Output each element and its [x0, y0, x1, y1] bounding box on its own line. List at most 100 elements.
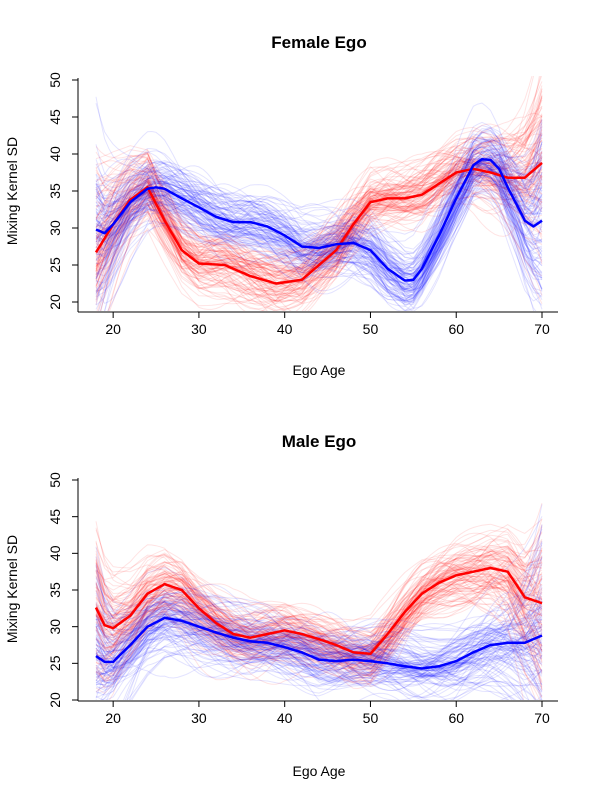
simulation-trace	[95, 148, 543, 280]
simulation-trace	[95, 559, 543, 659]
simulation-trace	[129, 648, 525, 700]
simulation-trace	[95, 525, 543, 670]
simulation-trace	[95, 575, 543, 685]
simulation-trace	[95, 162, 543, 300]
y-tick-label: 25	[47, 257, 63, 273]
simulation-trace	[95, 610, 543, 684]
simulation-trace	[95, 137, 543, 265]
simulation-trace	[95, 172, 543, 277]
simulation-trace	[95, 550, 543, 652]
simulation-trace	[95, 564, 543, 664]
simulation-trace	[95, 134, 543, 259]
simulation-trace	[95, 187, 543, 292]
simulation-trace	[95, 532, 543, 650]
simulation-trace	[95, 611, 543, 682]
mean-line	[94, 161, 543, 285]
simulation-trace	[95, 105, 543, 276]
simulation-trace	[95, 157, 543, 285]
simulation-trace	[95, 154, 543, 301]
simulation-trace	[95, 151, 543, 274]
simulation-trace	[95, 589, 543, 671]
simulation-trace	[95, 164, 543, 297]
simulation-trace	[95, 540, 543, 664]
simulation-trace	[95, 562, 543, 660]
simulation-trace	[95, 190, 543, 311]
mean-line	[95, 616, 543, 670]
mean-line	[95, 157, 543, 282]
simulation-trace	[95, 524, 543, 667]
simulation-trace	[95, 618, 543, 693]
simulation-trace	[95, 164, 543, 279]
simulation-trace	[95, 601, 543, 699]
simulation-trace	[95, 142, 543, 261]
simulation-trace	[95, 129, 543, 274]
simulation-trace	[95, 598, 543, 679]
simulation-trace	[108, 547, 543, 700]
simulation-trace	[96, 121, 543, 311]
simulation-trace	[95, 559, 543, 664]
simulation-trace	[95, 151, 543, 284]
simulation-trace	[95, 548, 543, 682]
simulation-trace	[124, 631, 543, 700]
x-tick-label: 50	[363, 321, 379, 337]
simulation-trace	[95, 88, 543, 278]
simulation-trace	[95, 552, 543, 665]
simulation-trace	[95, 588, 543, 681]
simulation-trace	[95, 575, 543, 663]
simulation-trace	[95, 557, 543, 658]
simulation-trace	[95, 155, 543, 311]
simulation-trace	[95, 123, 543, 260]
simulation-trace	[95, 156, 543, 292]
y-ticks: 20 25 30 35 40 45 50	[47, 472, 78, 708]
x-tick-label: 50	[363, 710, 379, 726]
simulation-trace	[95, 563, 543, 681]
x-tick-label: 70	[534, 710, 550, 726]
simulation-trace	[95, 547, 543, 662]
simulation-trace	[95, 579, 543, 680]
y-tick-label: 20	[47, 294, 63, 310]
simulation-trace	[95, 549, 543, 678]
simulation-trace	[95, 640, 509, 700]
simulation-trace	[95, 612, 543, 669]
simulation-trace	[95, 146, 543, 262]
simulation-trace	[95, 128, 543, 284]
simulation-trace	[95, 138, 543, 280]
simulation-trace	[95, 565, 543, 690]
simulation-trace	[95, 584, 543, 677]
simulation-trace	[95, 554, 543, 657]
simulation-trace	[95, 592, 543, 649]
simulation-trace	[95, 180, 543, 293]
simulation-trace	[95, 626, 543, 686]
simulation-trace	[95, 568, 543, 679]
simulation-trace	[100, 615, 543, 700]
simulation-trace	[95, 617, 543, 679]
simulation-trace	[95, 606, 543, 664]
simulation-trace	[95, 112, 543, 297]
simulation-trace	[95, 114, 543, 273]
simulation-trace	[95, 600, 543, 698]
simulation-trace	[95, 545, 543, 650]
simulation-trace	[95, 147, 543, 311]
simulation-trace	[95, 587, 543, 679]
simulation-trace	[95, 178, 543, 305]
simulation-trace	[95, 563, 543, 693]
y-tick-label: 40	[47, 146, 63, 162]
simulation-trace	[95, 545, 543, 647]
simulation-trace	[131, 638, 543, 700]
simulation-trace	[95, 118, 543, 307]
simulation-trace	[95, 532, 543, 638]
simulation-trace	[95, 566, 543, 671]
panel-male-ego: Male Ego 20 30 40 50 60 70 20 25 30 35 40 45 50 Ego…	[4, 432, 558, 779]
simulation-trace	[95, 160, 543, 300]
y-tick-label: 25	[47, 655, 63, 671]
simulation-trace	[95, 145, 543, 288]
simulation-trace	[95, 576, 543, 676]
chart-title: Female Ego	[271, 33, 366, 52]
simulation-trace	[95, 155, 543, 277]
simulation-trace	[95, 618, 543, 686]
simulation-trace	[95, 138, 543, 255]
simulation-trace	[95, 638, 530, 700]
chart-title: Male Ego	[282, 432, 357, 451]
simulation-trace	[95, 137, 543, 290]
simulation-trace	[109, 125, 543, 311]
